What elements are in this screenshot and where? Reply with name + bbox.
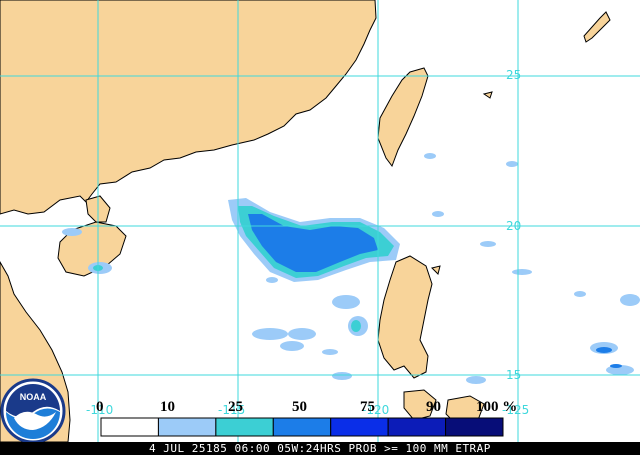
legend-swatch-3 bbox=[272, 417, 332, 437]
legend-colorbar bbox=[100, 417, 504, 437]
legend-label-25: 25 bbox=[228, 399, 243, 415]
legend-swatch-4 bbox=[330, 417, 389, 437]
taiwan-land bbox=[377, 67, 429, 168]
legend-swatch-6 bbox=[445, 417, 504, 437]
legend-swatch-0 bbox=[100, 417, 159, 437]
legend-label-75: 75 bbox=[360, 399, 375, 415]
legend-swatch-5 bbox=[387, 417, 447, 437]
small-island-land bbox=[482, 91, 493, 99]
legend-label-50: 50 bbox=[292, 399, 307, 415]
lat-lon-grid bbox=[0, 0, 640, 442]
small-island-land-2 bbox=[431, 265, 441, 275]
lat-label-25: 25 bbox=[506, 68, 522, 82]
ryukyu-islands-land bbox=[583, 11, 611, 43]
legend-swatch-2 bbox=[215, 417, 274, 437]
svg-text:NOAA: NOAA bbox=[20, 392, 47, 402]
luzon-land bbox=[377, 255, 433, 379]
landmasses bbox=[0, 0, 611, 443]
lat-label-20: 20 bbox=[506, 219, 522, 233]
legend-label-100: 100 % bbox=[476, 399, 518, 415]
noaa-logo: NOAA bbox=[0, 378, 66, 444]
lon-label-115: -115 bbox=[218, 403, 246, 417]
lon-label-120: -120 bbox=[362, 403, 390, 417]
legend-label-90: 90 bbox=[426, 399, 441, 415]
legend-label-10: 10 bbox=[160, 399, 175, 415]
lat-label-15: 15 bbox=[506, 368, 522, 382]
lon-label-110: -110 bbox=[86, 403, 114, 417]
scattered-patches bbox=[62, 153, 640, 384]
scattered-blue-patches bbox=[596, 347, 622, 368]
shading-50-75 bbox=[248, 214, 378, 272]
legend-label-0: 0 bbox=[96, 399, 104, 415]
lon-label-125: -125 bbox=[502, 403, 530, 417]
legend-swatch-1 bbox=[157, 417, 217, 437]
probability-shading bbox=[62, 153, 640, 384]
product-footer: 4 JUL 25185 06:00 05W:24HRS PROB >= 100 … bbox=[0, 442, 640, 455]
mainland-china-land bbox=[0, 0, 377, 215]
